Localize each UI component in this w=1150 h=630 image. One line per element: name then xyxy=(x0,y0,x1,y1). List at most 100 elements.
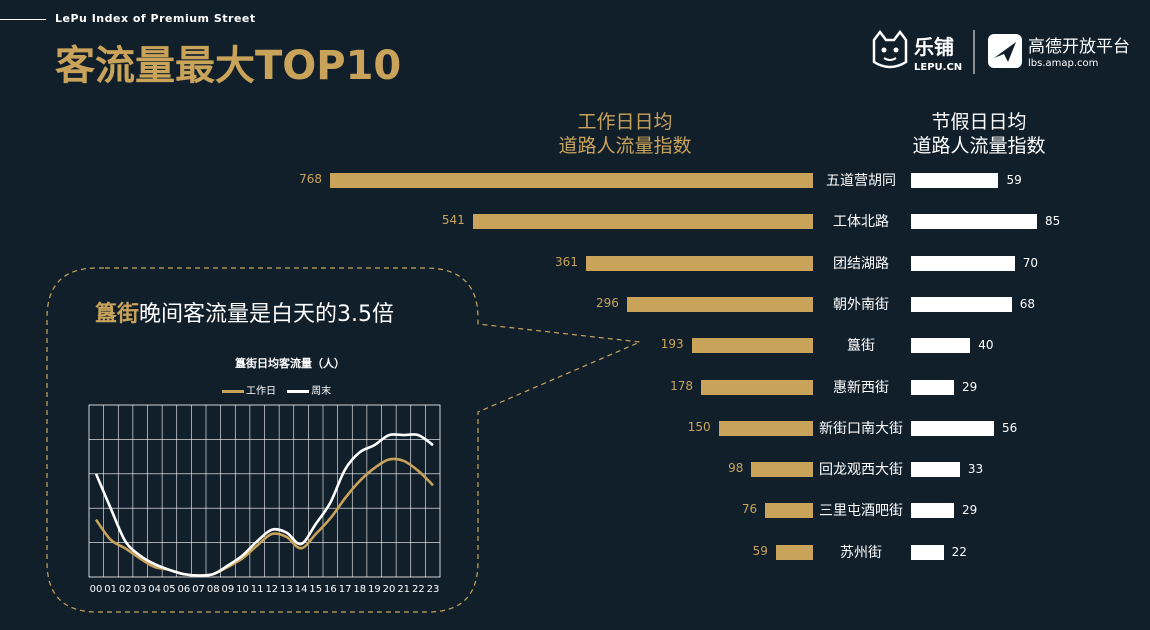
x-tick-label: 17 xyxy=(338,584,352,595)
x-tick-label: 02 xyxy=(118,584,132,595)
street-label: 新街口南大街 xyxy=(819,420,903,437)
legend-swatch-weekday xyxy=(222,389,244,393)
weekday-header-line2: 道路人流量指数 xyxy=(558,135,692,157)
holiday-bar xyxy=(911,462,960,478)
holiday-bar xyxy=(911,503,954,519)
holiday-column-header: 节假日日均 道路人流量指数 xyxy=(879,110,1079,158)
holiday-bar xyxy=(911,420,994,436)
x-tick-label: 15 xyxy=(309,584,323,595)
street-label: 团结湖路 xyxy=(833,255,889,272)
x-tick-label: 14 xyxy=(294,584,308,595)
street-label: 簋街 xyxy=(847,338,875,355)
street-label: 三里屯酒吧街 xyxy=(819,503,903,520)
line-chart-title: 簋街日均客流量（人） xyxy=(235,357,345,370)
weekday-bar xyxy=(330,173,813,188)
x-tick-label: 11 xyxy=(250,584,264,595)
x-tick-label: 19 xyxy=(368,584,381,595)
holiday-header-line1: 节假日日均 xyxy=(931,111,1027,133)
x-tick-label: 05 xyxy=(162,584,176,595)
holiday-bar xyxy=(911,173,999,188)
x-tick-label: 13 xyxy=(280,584,293,595)
street-label: 回龙观西大街 xyxy=(819,462,903,479)
holiday-header-line2: 道路人流量指数 xyxy=(912,135,1046,157)
x-tick-label: 10 xyxy=(236,584,249,595)
holiday-value: 59 xyxy=(1006,173,1022,187)
weekday-bar xyxy=(765,503,813,519)
holiday-bar xyxy=(911,255,1015,271)
holiday-value: 29 xyxy=(961,379,978,394)
x-tick-label: 12 xyxy=(265,584,279,595)
street-label: 苏州街 xyxy=(840,544,882,561)
weekday-value: 98 xyxy=(728,461,744,476)
x-tick-label: 21 xyxy=(397,584,411,595)
x-tick-label: 06 xyxy=(177,584,191,595)
legend-weekend: 周末 xyxy=(311,386,332,397)
holiday-value: 56 xyxy=(1002,420,1018,435)
amap-url: lbs.amap.com xyxy=(1028,58,1098,69)
street-label: 朝外南街 xyxy=(833,296,889,313)
weekday-column-header: 工作日日均 道路人流量指数 xyxy=(525,110,725,158)
weekday-bar xyxy=(691,338,813,354)
weekday-bar xyxy=(626,296,813,312)
x-tick-label: 18 xyxy=(353,584,367,595)
x-tick-label: 00 xyxy=(89,584,103,595)
weekday-header-line1: 工作日日均 xyxy=(577,111,673,133)
street-label: 工体北路 xyxy=(833,214,889,231)
weekday-value: 59 xyxy=(752,543,768,558)
holiday-value: 22 xyxy=(951,544,967,559)
holiday-value: 85 xyxy=(1045,214,1061,229)
x-tick-label: 16 xyxy=(324,584,337,595)
weekday-line xyxy=(94,457,434,577)
page-title: 客流量最大TOP10 xyxy=(55,43,402,89)
holiday-bar xyxy=(911,338,971,354)
x-tick-label: 23 xyxy=(426,584,440,595)
x-tick-label: 09 xyxy=(221,584,235,595)
legend-weekday: 工作日 xyxy=(246,386,276,397)
page-subtitle: LePu Index of Premium Street xyxy=(55,12,256,25)
amap-name: 高德开放平台 xyxy=(1028,37,1130,57)
x-tick-label: 03 xyxy=(133,584,147,595)
legend-swatch-weekend xyxy=(287,389,310,393)
callout-text: 晚间客流量是白天的3.5倍 xyxy=(139,302,395,327)
weekday-bar xyxy=(701,379,813,395)
x-tick-label: 08 xyxy=(206,584,220,595)
street-label: 五道营胡同 xyxy=(826,173,896,189)
x-tick-label: 01 xyxy=(104,584,117,595)
x-tick-label: 22 xyxy=(411,584,425,595)
callout-title: 簋街晚间客流量是白天的3.5倍 xyxy=(95,296,394,328)
logos: 乐铺 LEPU.CN 高德开放平台 lbs.amap.com xyxy=(872,29,1130,74)
weekday-value: 76 xyxy=(741,502,758,517)
cat-logo-icon xyxy=(872,29,908,69)
x-tick-label: 07 xyxy=(192,584,205,595)
holiday-bar xyxy=(911,214,1037,230)
weekday-value: 296 xyxy=(595,295,619,310)
weekday-value: 178 xyxy=(670,378,694,393)
holiday-bar xyxy=(911,544,944,560)
line-chart-legend: 工作日 周末 xyxy=(222,382,331,397)
weekday-bar xyxy=(472,214,813,230)
holiday-value: 29 xyxy=(961,503,978,518)
lepu-url: LEPU.CN xyxy=(914,62,962,73)
holiday-bar xyxy=(911,296,1012,312)
weekday-value: 361 xyxy=(555,254,578,269)
weekday-value: 541 xyxy=(441,213,465,228)
weekend-line xyxy=(94,433,434,577)
weekday-value: 768 xyxy=(299,172,322,186)
weekday-bar xyxy=(751,462,813,478)
holiday-value: 68 xyxy=(1019,296,1036,311)
street-label: 惠新西街 xyxy=(833,379,889,396)
holiday-value: 33 xyxy=(967,462,984,477)
x-tick-label: 04 xyxy=(148,584,161,595)
weekday-value: 150 xyxy=(687,419,711,434)
lepu-name: 乐铺 xyxy=(914,35,954,59)
weekday-bar xyxy=(585,255,813,271)
weekday-bar xyxy=(718,420,813,436)
holiday-value: 70 xyxy=(1022,255,1039,270)
x-tick-label: 20 xyxy=(382,584,396,595)
amap-logo-icon xyxy=(988,34,1022,68)
holiday-value: 40 xyxy=(978,338,994,353)
weekday-value: 193 xyxy=(660,337,684,352)
callout-highlight: 簋街 xyxy=(95,302,140,327)
